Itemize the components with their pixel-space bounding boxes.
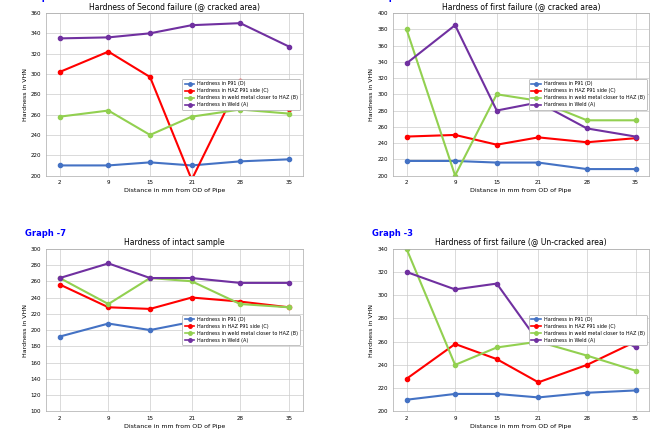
Title: Hardness of first failure (@ Un-cracked area): Hardness of first failure (@ Un-cracked … — [435, 238, 607, 246]
Text: Graph -1: Graph -1 — [372, 0, 413, 3]
Y-axis label: Hardness in VHN: Hardness in VHN — [369, 304, 375, 356]
Title: Hardness of intact sample: Hardness of intact sample — [124, 238, 224, 246]
Y-axis label: Hardness in VHN: Hardness in VHN — [23, 68, 28, 121]
Text: Graph -3: Graph -3 — [372, 229, 413, 238]
Text: Graph -4: Graph -4 — [26, 0, 66, 3]
X-axis label: Distance in mm from OD of Pipe: Distance in mm from OD of Pipe — [470, 424, 571, 429]
Y-axis label: Hardness in VHN: Hardness in VHN — [369, 68, 375, 121]
Y-axis label: Hardness in VHN: Hardness in VHN — [23, 304, 28, 356]
X-axis label: Distance in mm from OD of Pipe: Distance in mm from OD of Pipe — [124, 188, 225, 193]
Title: Hardness of first failure (@ cracked area): Hardness of first failure (@ cracked are… — [441, 2, 600, 11]
Text: Graph -7: Graph -7 — [26, 229, 66, 238]
Legend: Hardness in P91 (D), Hardness in HAZ P91 side (C), Hardness in weld metal closer: Hardness in P91 (D), Hardness in HAZ P91… — [182, 79, 300, 110]
X-axis label: Distance in mm from OD of Pipe: Distance in mm from OD of Pipe — [124, 424, 225, 429]
Legend: Hardness in P91 (D), Hardness in HAZ P91 side (C), Hardness in weld metal closer: Hardness in P91 (D), Hardness in HAZ P91… — [182, 315, 300, 346]
Title: Hardness of Second failure (@ cracked area): Hardness of Second failure (@ cracked ar… — [89, 2, 260, 11]
Legend: Hardness in P91 (D), Hardness in HAZ P91 side (C), Hardness in weld metal closer: Hardness in P91 (D), Hardness in HAZ P91… — [529, 79, 647, 110]
Legend: Hardness in P91 (D), Hardness in HAZ P91 side (C), Hardness in weld metal closer: Hardness in P91 (D), Hardness in HAZ P91… — [529, 315, 647, 346]
X-axis label: Distance in mm from OD of Pipe: Distance in mm from OD of Pipe — [470, 188, 571, 193]
